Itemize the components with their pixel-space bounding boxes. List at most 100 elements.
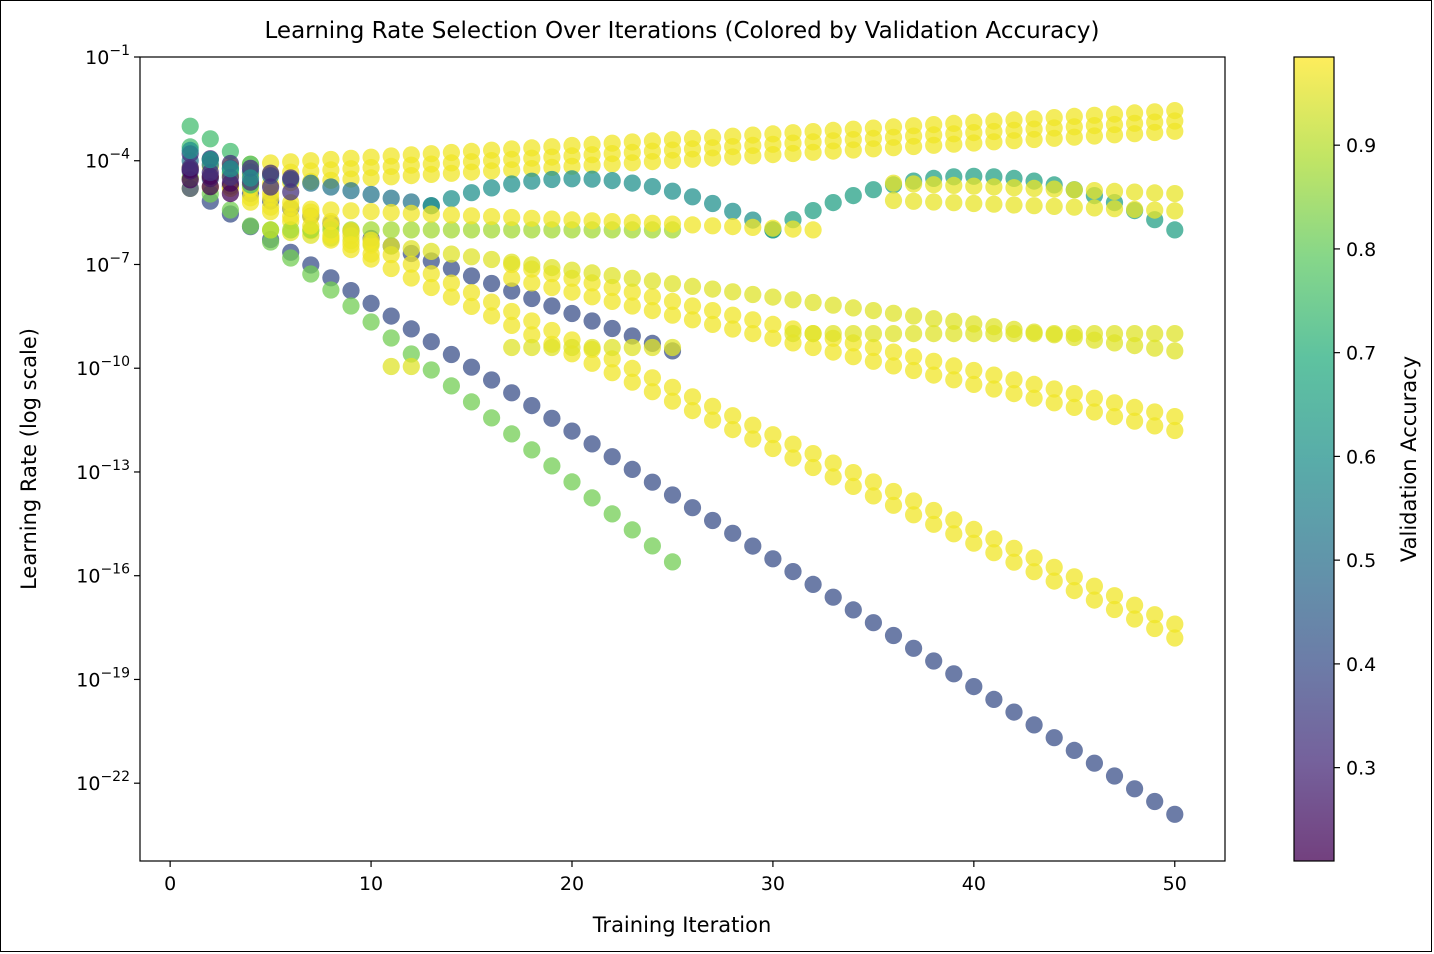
colorbar-tick-label: 0.5 (1346, 550, 1376, 572)
data-point (322, 269, 340, 287)
data-point (523, 312, 541, 330)
x-tick-label: 10 (359, 873, 383, 895)
data-point (1166, 342, 1184, 360)
data-point (1105, 587, 1124, 605)
data-point (1146, 201, 1164, 219)
data-point (503, 140, 521, 158)
data-point (884, 118, 903, 136)
data-point (1105, 600, 1124, 619)
data-point (764, 219, 782, 237)
data-point (342, 282, 360, 300)
data-point (1126, 398, 1144, 416)
data-point (925, 176, 943, 194)
x-tick-label: 30 (761, 873, 785, 895)
data-point (523, 274, 541, 292)
data-point (201, 130, 219, 148)
y-tick-exponent: −19 (100, 665, 130, 681)
data-point (824, 194, 842, 212)
data-point (663, 486, 682, 504)
colorbar-tick-label: 0.3 (1346, 758, 1376, 780)
data-point (744, 537, 762, 555)
data-point (603, 134, 621, 152)
data-point (241, 189, 260, 207)
data-point (985, 325, 1003, 343)
data-point (342, 182, 360, 200)
data-point (563, 170, 581, 188)
data-point (1126, 780, 1144, 798)
data-point (282, 153, 300, 171)
data-point (302, 152, 320, 170)
data-point (1085, 325, 1103, 343)
data-point (1085, 754, 1103, 772)
data-point (181, 159, 199, 177)
data-point (1126, 200, 1144, 218)
data-point (1146, 325, 1164, 343)
data-point (1045, 394, 1063, 412)
data-point (503, 282, 521, 300)
data-point (844, 601, 862, 619)
data-point (925, 352, 943, 370)
data-point (623, 521, 641, 539)
data-point (1005, 325, 1023, 343)
data-point (1065, 582, 1083, 600)
data-point (523, 338, 541, 357)
data-point (1065, 385, 1083, 403)
data-point (804, 123, 822, 141)
data-point (462, 184, 481, 202)
data-point (884, 626, 903, 645)
data-point (563, 136, 581, 155)
data-point (704, 411, 722, 429)
data-point (402, 345, 420, 363)
data-point (884, 343, 903, 361)
data-point (1025, 375, 1043, 393)
y-tick-exponent: −16 (100, 562, 130, 578)
data-point (402, 357, 420, 376)
y-tick-base: 10 (85, 254, 109, 276)
data-point (724, 407, 742, 425)
data-point (1085, 389, 1103, 407)
data-point (543, 338, 561, 357)
data-point (1126, 412, 1144, 430)
data-point (1105, 767, 1124, 785)
colorbar-tick-label: 0.4 (1346, 654, 1376, 676)
data-point (1166, 629, 1184, 647)
data-point (603, 319, 621, 338)
data-point (623, 338, 641, 357)
data-point (623, 297, 641, 315)
data-point (945, 357, 963, 375)
data-point (282, 249, 300, 267)
data-point (1146, 792, 1164, 811)
data-point (221, 160, 239, 178)
chart-title: Learning Rate Selection Over Iterations … (265, 18, 1100, 44)
data-point (965, 375, 983, 393)
data-point (804, 458, 822, 477)
data-point (322, 178, 340, 196)
data-point (1005, 553, 1023, 571)
y-tick-exponent: −22 (100, 769, 130, 785)
data-point (985, 530, 1003, 548)
colorbar-frame (1293, 56, 1335, 862)
data-point (563, 304, 581, 323)
colorbar (1294, 57, 1334, 861)
data-point (483, 371, 501, 389)
data-point (884, 357, 903, 375)
data-point (282, 183, 300, 201)
data-point (864, 338, 883, 357)
data-point (884, 325, 903, 343)
data-point (1065, 568, 1083, 586)
data-point (945, 176, 963, 194)
data-point (1166, 202, 1184, 220)
data-point (945, 325, 963, 343)
data-point (1025, 110, 1043, 128)
data-point (503, 425, 521, 443)
data-point (683, 216, 702, 234)
data-point (583, 170, 601, 188)
data-point (965, 520, 983, 539)
data-point (583, 264, 601, 282)
data-point (844, 464, 862, 482)
data-point (643, 537, 662, 555)
data-point (483, 409, 501, 427)
data-point (643, 272, 662, 290)
